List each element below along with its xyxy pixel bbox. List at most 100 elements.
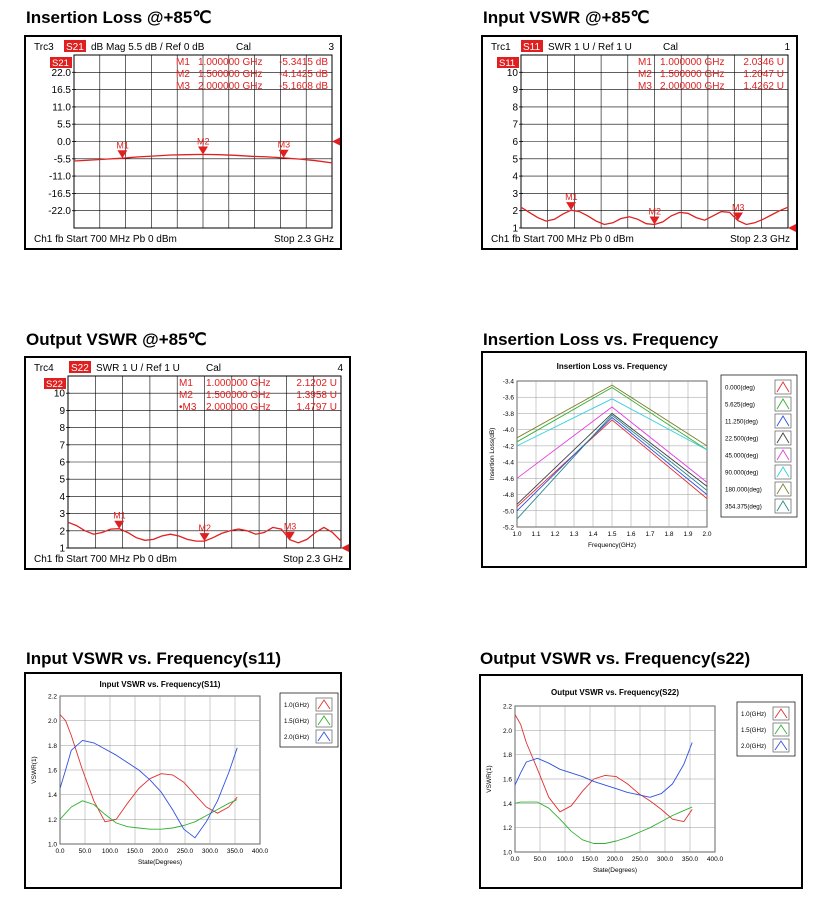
na-marker-readout-freq: 1.500000 GHz bbox=[660, 69, 725, 80]
y-tick-label: 1.2 bbox=[503, 825, 512, 832]
na-marker-triangle bbox=[732, 212, 743, 221]
na-param-label: S21 bbox=[66, 42, 84, 53]
y-axis-label: Insertion Loss(dB) bbox=[489, 428, 496, 481]
y-tick-label: 1.4 bbox=[48, 792, 57, 799]
na-marker-readout-value: 1.4797 U bbox=[296, 402, 337, 413]
na-y-tick-label: 1 bbox=[512, 224, 518, 235]
na-trace-badge bbox=[44, 378, 66, 389]
legend-swatch-box bbox=[774, 464, 792, 480]
series-line bbox=[514, 714, 693, 823]
legend-swatch-line bbox=[776, 449, 790, 461]
na-marker-readout-label: M1 bbox=[176, 57, 190, 68]
legend-swatch-box bbox=[774, 498, 792, 514]
y-tick-label: -4.8 bbox=[503, 492, 515, 499]
x-tick-label: 150.0 bbox=[582, 856, 599, 863]
na-marker-readout-value: 2.0346 U bbox=[743, 57, 784, 68]
na-y-tick-label: 11.0 bbox=[52, 102, 71, 113]
na-y-tick-label: -11.0 bbox=[49, 172, 71, 183]
na-y-tick-label: 10 bbox=[507, 68, 519, 79]
panel-input-vswr-vs-frequency: Input VSWR vs. Frequency(S11) 0.0 50.0 100.… bbox=[24, 672, 342, 889]
na-panel-insertion-loss: Trc3 S21 dB Mag 5.5 dB / Ref 0 dB Cal 3 22.0 1… bbox=[24, 35, 342, 250]
na-marker-label: M1 bbox=[116, 140, 129, 150]
na-y-tick-label: 2 bbox=[59, 526, 65, 537]
na-y-tick-label: 3 bbox=[512, 189, 518, 200]
series-line bbox=[59, 714, 238, 823]
y-tick-label: 1.8 bbox=[503, 752, 512, 759]
legend-swatch-box bbox=[772, 738, 790, 753]
series-line bbox=[516, 387, 708, 451]
na-ref-arrow bbox=[788, 224, 796, 232]
na-marker-readout-freq: 1.000000 GHz bbox=[660, 57, 725, 68]
series-line bbox=[516, 414, 708, 520]
legend-swatch-line bbox=[774, 724, 788, 735]
na-y-tick-label: 5.5 bbox=[57, 120, 71, 131]
x-tick-label: 300.0 bbox=[657, 856, 674, 863]
legend-label: 1.0(GHz) bbox=[741, 711, 766, 718]
x-axis-label: Frequency(GHz) bbox=[588, 542, 636, 549]
na-y-tick-label: 3 bbox=[59, 509, 65, 520]
na-y-tick-label: 6 bbox=[59, 458, 65, 469]
na-marker-triangle bbox=[566, 202, 577, 211]
na-y-tick-label: 9 bbox=[512, 85, 518, 96]
series-line bbox=[516, 419, 708, 508]
x-tick-label: 100.0 bbox=[557, 856, 574, 863]
legend-label: 90.000(deg) bbox=[725, 470, 758, 477]
legend-label: 45.000(deg) bbox=[725, 453, 758, 460]
na-marker-readout-value: 1.4262 U bbox=[743, 81, 784, 92]
na-marker-triangle bbox=[114, 520, 125, 529]
legend-swatch-box bbox=[774, 430, 792, 446]
na-marker-readout-value: -4.1425 dB bbox=[279, 69, 328, 80]
na-marker-readout-freq: 1.000000 GHz bbox=[206, 378, 271, 389]
legend-label: 180.000(deg) bbox=[725, 487, 762, 494]
na-marker-readout-label: M1 bbox=[638, 57, 652, 68]
x-tick-label: 2.0 bbox=[702, 531, 711, 538]
legend-swatch-line bbox=[776, 398, 790, 410]
legend-swatch-line bbox=[776, 381, 790, 393]
y-tick-label: 1.8 bbox=[48, 743, 57, 750]
y-tick-label: 2.2 bbox=[48, 694, 57, 701]
chart-title: Insertion Loss vs. Frequency bbox=[557, 362, 668, 371]
x-tick-label: 1.3 bbox=[569, 531, 578, 538]
y-tick-label: -3.6 bbox=[503, 395, 515, 402]
na-ref-arrow bbox=[332, 137, 340, 146]
x-tick-label: 400.0 bbox=[252, 848, 269, 855]
legend-swatch-box bbox=[315, 697, 333, 712]
y-tick-label: 2.0 bbox=[503, 728, 512, 735]
heading-input-vswr-85: Input VSWR @+85℃ bbox=[483, 8, 650, 27]
y-tick-label: -4.4 bbox=[503, 460, 515, 467]
legend-label: 1.5(GHz) bbox=[741, 727, 766, 734]
na-y-tick-label: 6 bbox=[512, 137, 518, 148]
legend-swatch-line bbox=[317, 731, 331, 742]
na-y-tick-label: 9 bbox=[59, 406, 65, 417]
y-tick-label: -4.2 bbox=[503, 443, 515, 450]
na-marker-readout-value: 1.3958 U bbox=[296, 390, 337, 401]
legend-label: 354.375(deg) bbox=[725, 504, 762, 511]
na-marker-label: M2 bbox=[197, 137, 210, 147]
legend-swatch-line bbox=[774, 740, 788, 751]
na-format-label: SWR 1 U / Ref 1 U bbox=[548, 42, 632, 53]
na-channel-num: 4 bbox=[337, 363, 343, 374]
na-marker-readout-value: -5.1608 dB bbox=[279, 81, 328, 92]
na-channel-num: 1 bbox=[784, 42, 790, 53]
na-format-label: SWR 1 U / Ref 1 U bbox=[96, 363, 180, 374]
na-marker-readout-freq: 1.500000 GHz bbox=[206, 390, 271, 401]
chart-input-vswr-vs-frequency: Input VSWR vs. Frequency(S11) 0.0 50.0 100.… bbox=[31, 680, 339, 866]
series-line bbox=[59, 739, 238, 839]
x-tick-label: 350.0 bbox=[682, 856, 699, 863]
legend-swatch-box bbox=[774, 447, 792, 463]
na-marker-label: M3 bbox=[284, 522, 297, 532]
na-y-tick-label: 0.0 bbox=[57, 137, 71, 148]
y-tick-label: -3.8 bbox=[503, 411, 515, 418]
y-tick-label: 1.0 bbox=[48, 842, 57, 849]
legend-swatch-line bbox=[776, 432, 790, 444]
na-cal-label: Cal bbox=[236, 42, 251, 53]
na-marker-readout-label: M1 bbox=[179, 378, 193, 389]
na-panel-output-vswr: Trc4 S22 SWR 1 U / Ref 1 U Cal 4 10 9 8 7 6 5 4 3 2 1 S… bbox=[24, 356, 351, 570]
y-tick-label: -4.6 bbox=[503, 476, 515, 483]
x-tick-label: 200.0 bbox=[607, 856, 624, 863]
na-footer-right: Stop 2.3 GHz bbox=[274, 234, 334, 245]
x-tick-label: 1.9 bbox=[683, 531, 692, 538]
legend-label: 2.0(GHz) bbox=[284, 734, 309, 741]
x-tick-label: 250.0 bbox=[177, 848, 194, 855]
heading-input-vswr-vs-frequency: Input VSWR vs. Frequency(s11) bbox=[26, 649, 282, 668]
